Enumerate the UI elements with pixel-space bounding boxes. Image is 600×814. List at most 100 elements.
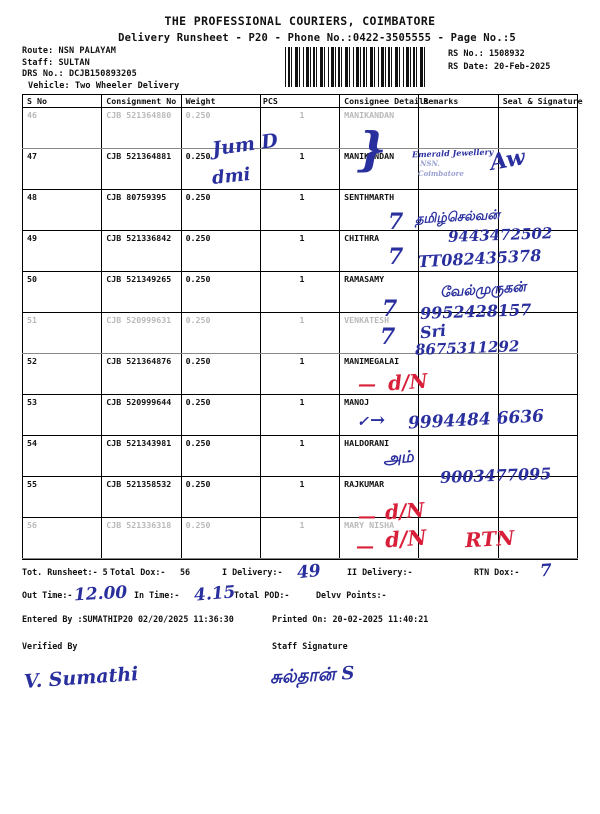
row-consignee: MANOJ xyxy=(339,394,420,436)
row-remarks xyxy=(418,517,499,559)
col-seal-signature: Seal & Signature xyxy=(497,94,583,108)
row-remarks xyxy=(418,271,499,313)
row-seal-signature xyxy=(497,353,579,395)
summary-line-1: Tot. Runsheet:- 5 Total Dox:- 56 I Deliv… xyxy=(22,561,578,584)
row-seal-signature xyxy=(497,517,579,559)
row-consignment-no: CJB 521336842 xyxy=(101,230,182,272)
table-row: 55 CJB 521358532 0.250 1 RAJKUMAR xyxy=(21,476,579,518)
document-subtitle: Delivery Runsheet - P20 - Phone No.:0422… xyxy=(118,32,516,44)
row-sno: 48 xyxy=(21,189,103,231)
delvv-points-label: Delvv Points:- xyxy=(316,590,387,600)
col-pcs: PCS xyxy=(259,94,341,108)
row-remarks xyxy=(418,394,499,436)
row-pcs: 1 xyxy=(259,312,341,354)
row-seal-signature xyxy=(497,189,579,231)
row-consignee: MARY NISHA xyxy=(339,517,420,559)
row-consignment-no: CJB 80759395 xyxy=(101,189,182,231)
table-row: 51 CJB 520999631 0.250 1 VENKATESH xyxy=(21,312,579,354)
table-row: 46 CJB 521364880 0.250 1 MANIKANDAN xyxy=(21,107,579,149)
total-dox-value: 56 xyxy=(180,567,191,577)
table-row: 56 CJB 521336318 0.250 1 MARY NISHA xyxy=(21,517,579,559)
row-sno: 46 xyxy=(21,107,103,149)
header-meta-right: RS No.: 1508932 RS Date: 20-Feb-2025 xyxy=(448,48,550,74)
delivery-table: S No Consignment No Weight PCS Consignee… xyxy=(21,94,583,559)
row-pcs: 1 xyxy=(259,148,341,190)
row-remarks xyxy=(418,476,499,518)
summary-line-4: Verified By Staff Signature xyxy=(22,641,578,653)
row-consignment-no: CJB 521358532 xyxy=(101,476,182,518)
row-consignee: MANIMEGALAI xyxy=(339,353,420,395)
printed-on-label: Printed On: 20-02-2025 11:40:21 xyxy=(272,614,429,624)
row-pcs: 1 xyxy=(259,230,341,272)
table-header-row: S No Consignment No Weight PCS Consignee… xyxy=(21,94,583,108)
row-sno: 54 xyxy=(21,435,103,477)
header-meta-left: Route: NSN PALAYAM Staff: SULTAN DRS No.… xyxy=(22,46,179,92)
company-title: THE PROFESSIONAL COURIERS, COIMBATORE xyxy=(164,14,436,28)
table-row: 53 CJB 520999644 0.250 1 MANOJ xyxy=(21,394,579,436)
row-seal-signature xyxy=(497,148,579,190)
summary-footer: Tot. Runsheet:- 5 Total Dox:- 56 I Deliv… xyxy=(22,561,578,653)
row-weight: 0.250 xyxy=(180,148,261,190)
row-sno: 50 xyxy=(21,271,103,313)
row-seal-signature xyxy=(497,107,579,149)
row-consignment-no: CJB 521364880 xyxy=(101,107,182,149)
col-weight: Weight xyxy=(180,94,261,108)
row-consignment-no: CJB 521364881 xyxy=(101,148,182,190)
row-pcs: 1 xyxy=(259,271,341,313)
rtn-dox-label: RTN Dox:- xyxy=(474,567,520,577)
row-weight: 0.250 xyxy=(180,107,261,149)
rtn-dox-value: 7 xyxy=(539,560,553,582)
total-dox-label: Total Dox:- xyxy=(110,567,166,577)
row-sno: 56 xyxy=(21,517,103,559)
signature-area: V. Sumathi சுல்தான் S xyxy=(22,653,578,713)
i-delivery-value: 49 xyxy=(296,560,322,584)
col-consignment-no: Consignment No xyxy=(101,94,182,108)
row-pcs: 1 xyxy=(259,394,341,436)
col-consignee-details: Consignee Details xyxy=(339,94,429,108)
row-pcs: 1 xyxy=(259,476,341,518)
row-pcs: 1 xyxy=(259,189,341,231)
row-seal-signature xyxy=(497,271,579,313)
row-consignment-no: CJB 521349265 xyxy=(101,271,182,313)
row-consignee: RAMASAMY xyxy=(339,271,420,313)
row-pcs: 1 xyxy=(259,353,341,395)
row-consignee: SENTHMARTH xyxy=(339,189,420,231)
in-time-value: 4.15 xyxy=(193,582,237,606)
row-remarks xyxy=(418,107,499,149)
summary-top-rule xyxy=(22,559,578,560)
verified-by-signature: V. Sumathi xyxy=(23,663,140,693)
row-weight: 0.250 xyxy=(180,271,261,313)
row-seal-signature xyxy=(497,476,579,518)
ii-delivery-label: II Delivery:- xyxy=(347,567,413,577)
row-consignment-no: CJB 521343981 xyxy=(101,435,182,477)
row-consignee: CHITHRA xyxy=(339,230,420,272)
summary-line-3: Entered By :SUMATHIP20 02/20/2025 11:36:… xyxy=(22,614,578,626)
i-delivery-label: I Delivery:- xyxy=(222,567,283,577)
route-label: Route: NSN PALAYAM xyxy=(22,46,116,56)
row-sno: 55 xyxy=(21,476,103,518)
tot-runsheet-label: Tot. Runsheet:- 5 xyxy=(22,567,108,577)
row-sno: 52 xyxy=(21,353,103,395)
row-pcs: 1 xyxy=(259,517,341,559)
row-pcs: 1 xyxy=(259,107,341,149)
table-row: 54 CJB 521343981 0.250 1 HALDORANI xyxy=(21,435,579,477)
staff-signature-ink: சுல்தான் S xyxy=(269,662,355,689)
total-pod-label: Total POD:- xyxy=(234,590,290,600)
row-consignment-no: CJB 521336318 xyxy=(101,517,182,559)
drs-no-label: DRS No.: DCJB150893205 xyxy=(22,69,137,80)
col-sno: S No xyxy=(21,94,103,108)
row-weight: 0.250 xyxy=(180,435,261,477)
out-time-label: Out Time:- xyxy=(22,590,73,600)
out-time-value: 12.00 xyxy=(73,582,128,606)
rs-no-label: RS No.: 1508932 xyxy=(448,49,525,59)
row-remarks xyxy=(418,353,499,395)
row-remarks xyxy=(418,230,499,272)
row-weight: 0.250 xyxy=(180,476,261,518)
row-weight: 0.250 xyxy=(180,189,261,231)
row-sno: 49 xyxy=(21,230,103,272)
row-consignee: RAJKUMAR xyxy=(339,476,420,518)
row-consignment-no: CJB 520999631 xyxy=(101,312,182,354)
row-consignee: MANIKANDAN xyxy=(339,148,420,190)
header-meta: Route: NSN PALAYAM Staff: SULTAN DRS No.… xyxy=(0,46,600,94)
entered-by-label: Entered By :SUMATHIP20 02/20/2025 11:36:… xyxy=(22,614,234,624)
